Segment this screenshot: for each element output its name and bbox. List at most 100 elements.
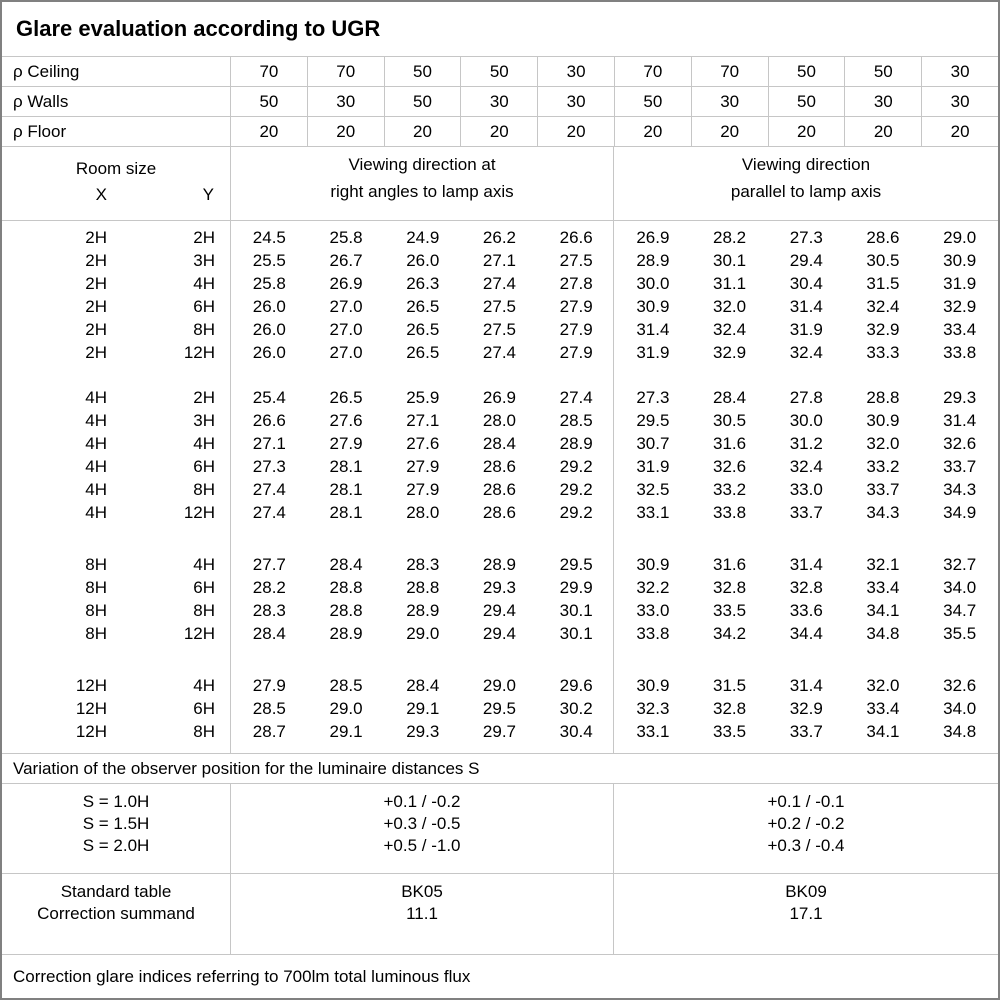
ugr-value-parallel: 32.9 — [789, 699, 823, 718]
room-y: 8H — [193, 601, 215, 620]
ugr-value-parallel: 34.1 — [866, 722, 900, 741]
ugr-value-right-angles: 29.0 — [329, 699, 363, 718]
ugr-value-right-angles: 25.8 — [329, 228, 363, 247]
ugr-data-rows: 2H 2H 24.5 25.8 24.9 26.2 26.6 26.9 28.2 27.3 28.6… — [2, 226, 998, 743]
ugr-data-area: 2H 2H 24.5 25.8 24.9 26.2 26.6 26.9 28.2 27.3 28.6… — [2, 221, 998, 754]
ugr-value-right-angles: 28.9 — [329, 624, 363, 643]
ugr-value-parallel: 33.8 — [713, 503, 747, 522]
room-x: 12H — [75, 722, 107, 741]
table-row: 4H 2H 25.4 26.5 25.9 26.9 27.4 27.3 28.4 27.8 28.8… — [2, 386, 998, 409]
table-row: 4H 3H 26.6 27.6 27.1 28.0 28.5 29.5 30.5 30.0 30.9… — [2, 409, 998, 432]
table-row: 12H 4H 27.9 28.5 28.4 29.0 29.6 30.9 31.5 31.4 32.… — [2, 674, 998, 697]
ugr-value-right-angles: 26.0 — [252, 343, 286, 362]
ugr-value-right-angles: 26.5 — [329, 388, 363, 407]
ugr-value-right-angles: 28.3 — [252, 601, 286, 620]
room-x: 2H — [85, 320, 107, 339]
ugr-value-parallel: 32.8 — [713, 578, 747, 597]
room-y: 6H — [193, 457, 215, 476]
ugr-value-right-angles: 28.4 — [329, 555, 363, 574]
standard-table-section: Standard table Correction summand BK05 11.… — [2, 874, 998, 955]
table-row: 2H 8H 26.0 27.0 26.5 27.5 27.9 31.4 32.4 31.9 32.9… — [2, 318, 998, 341]
ugr-value-right-angles: 27.9 — [559, 297, 593, 316]
ugr-value-parallel: 30.1 — [713, 251, 747, 270]
ugr-value-parallel: 31.4 — [636, 320, 670, 339]
ugr-value-parallel: 31.4 — [943, 411, 977, 430]
room-x: 12H — [75, 699, 107, 718]
ugr-value-right-angles: 27.0 — [329, 343, 363, 362]
reflectance-value: 30 — [950, 61, 970, 81]
ugr-value-right-angles: 30.1 — [559, 601, 593, 620]
ugr-value-parallel: 33.2 — [866, 457, 900, 476]
reflectance-value: 30 — [308, 87, 385, 116]
s-correction-right-angles: +0.1 / -0.2 — [383, 792, 461, 811]
ugr-value-parallel: 32.1 — [866, 555, 900, 574]
reflectance-label: ρ Floor — [2, 117, 231, 146]
right-angles-header-line1: Viewing direction at — [348, 155, 496, 174]
reflectance-value: 20 — [615, 117, 692, 146]
ugr-value-right-angles: 29.5 — [559, 555, 593, 574]
parallel-header-line2: parallel to lamp axis — [730, 182, 882, 201]
ugr-value-parallel: 34.1 — [866, 601, 900, 620]
ugr-value-right-angles: 26.0 — [406, 251, 440, 270]
ugr-value-right-angles: 28.6 — [482, 480, 516, 499]
ugr-value-right-angles: 28.2 — [252, 578, 286, 597]
ugr-value-right-angles: 27.4 — [559, 388, 593, 407]
ugr-value-parallel: 32.8 — [713, 699, 747, 718]
ugr-value-right-angles: 27.3 — [252, 457, 286, 476]
reflectance-value: 20 — [231, 117, 308, 146]
reflectance-row: ρ Floor 20 20 20 20 20 20 20 20 20 20 — [2, 117, 998, 147]
s-label: S = 1.5H — [82, 814, 150, 833]
ugr-value-parallel: 32.0 — [866, 676, 900, 695]
ugr-value-right-angles: 27.5 — [482, 320, 516, 339]
reflectance-value: 50 — [385, 87, 462, 116]
reflectance-row: ρ Ceiling 70 70 50 50 30 70 70 50 50 30 — [2, 57, 998, 87]
reflectance-value: 20 — [308, 117, 385, 146]
s-correction-parallel: +0.3 / -0.4 — [767, 836, 845, 855]
ugr-value-right-angles: 26.5 — [406, 343, 440, 362]
ugr-value-right-angles: 28.4 — [482, 434, 516, 453]
ugr-value-right-angles: 27.7 — [252, 555, 286, 574]
ugr-value-right-angles: 29.9 — [559, 578, 593, 597]
room-x: 2H — [85, 274, 107, 293]
ugr-value-right-angles: 26.0 — [252, 320, 286, 339]
ugr-value-parallel: 30.9 — [636, 555, 670, 574]
ugr-value-parallel: 29.3 — [943, 388, 977, 407]
ugr-value-parallel: 32.4 — [866, 297, 900, 316]
room-x: 8H — [85, 624, 107, 643]
standard-label: Standard table — [60, 882, 172, 901]
reflectance-value: 50 — [385, 57, 462, 86]
ugr-value-parallel: 31.2 — [789, 434, 823, 453]
room-y: 3H — [193, 251, 215, 270]
room-x: 2H — [85, 228, 107, 247]
room-size-block: 8H 4H 27.7 28.4 28.3 28.9 29.5 30.9 31.6 31.4 32.1… — [2, 553, 998, 645]
room-y: 2H — [193, 388, 215, 407]
reflectance-value: 70 — [615, 57, 692, 86]
ugr-value-right-angles: 27.9 — [252, 676, 286, 695]
variation-note-row: Variation of the observer position for t… — [2, 754, 998, 784]
ugr-value-right-angles: 28.9 — [482, 555, 516, 574]
s-correction-right-angles: +0.3 / -0.5 — [383, 814, 461, 833]
s-right-angles-column: +0.1 / -0.2 +0.3 / -0.5 +0.5 / -1.0 — [231, 784, 614, 873]
ugr-value-parallel: 30.5 — [713, 411, 747, 430]
ugr-value-parallel: 29.5 — [636, 411, 670, 430]
ugr-value-right-angles: 29.3 — [406, 722, 440, 741]
ugr-value-right-angles: 28.8 — [406, 578, 440, 597]
s-label: S = 1.0H — [82, 792, 150, 811]
ugr-value-parallel: 34.3 — [866, 503, 900, 522]
ugr-value-parallel: 28.9 — [636, 251, 670, 270]
reflectance-value: 20 — [950, 121, 970, 141]
ugr-value-right-angles: 28.5 — [559, 411, 593, 430]
column-divider — [230, 221, 231, 753]
ugr-value-parallel: 33.7 — [789, 722, 823, 741]
ugr-value-parallel: 33.4 — [943, 320, 977, 339]
ugr-value-parallel: 33.5 — [713, 722, 747, 741]
ugr-value-right-angles: 27.6 — [406, 434, 440, 453]
ugr-value-parallel: 33.3 — [866, 343, 900, 362]
reflectance-rows: ρ Ceiling 70 70 50 50 30 70 70 50 50 30 ρ Walls 50 30… — [2, 57, 998, 147]
right-angles-group-header: Viewing direction at right angles to lam… — [231, 147, 614, 220]
room-y: 8H — [193, 480, 215, 499]
ugr-value-right-angles: 27.9 — [559, 343, 593, 362]
ugr-value-parallel: 32.6 — [943, 676, 977, 695]
ugr-value-parallel: 32.0 — [866, 434, 900, 453]
ugr-value-right-angles: 27.8 — [559, 274, 593, 293]
